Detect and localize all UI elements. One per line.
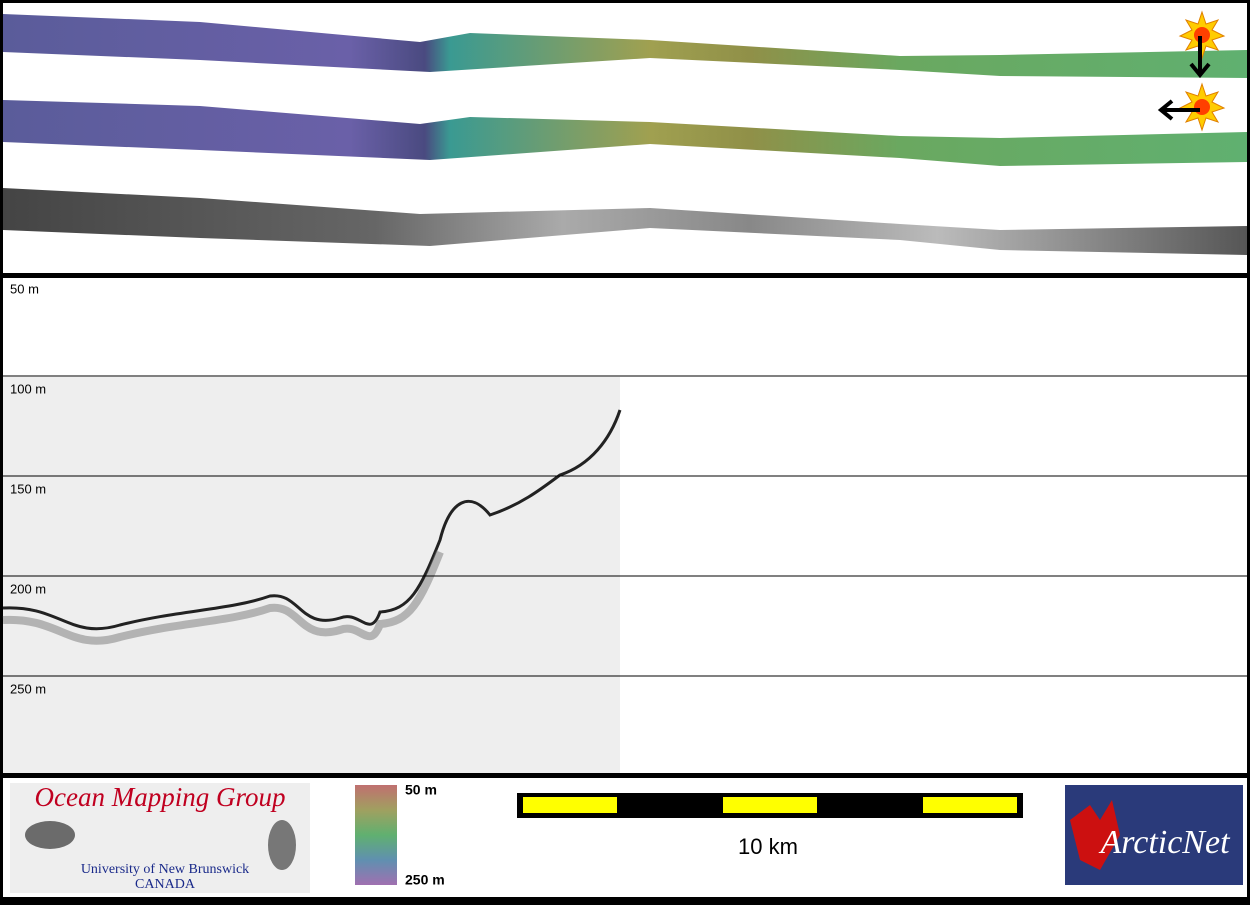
- maple-leaf: [1070, 800, 1120, 870]
- direction-arrow: [1157, 36, 1211, 121]
- bathymetry-swath: [3, 100, 1247, 166]
- scale-segment: [923, 797, 1017, 813]
- echogram: [3, 377, 620, 773]
- depth-label: 250 m: [10, 681, 46, 696]
- seabed-echo-tail: [2, 550, 444, 645]
- colorbar-label: 50 m: [405, 782, 437, 798]
- scale-segment: [523, 797, 617, 813]
- logo-title: Ocean Mapping Group: [35, 782, 286, 812]
- depth-label: 100 m: [10, 381, 46, 396]
- depth-label: 200 m: [10, 581, 46, 596]
- logo-graphic: [268, 820, 296, 870]
- seabed-echo: [2, 409, 622, 631]
- sidescan-swath: [3, 188, 1247, 255]
- bathymetry-swath: [3, 14, 1247, 78]
- depth-label: 150 m: [10, 481, 46, 496]
- logo-country: CANADA: [135, 877, 196, 892]
- scale-segment: [723, 797, 817, 813]
- logo-graphic: [25, 821, 75, 849]
- scale-label: 10 km: [738, 834, 798, 859]
- logo-university: University of New Brunswick: [81, 862, 249, 877]
- colorbar-label: 250 m: [405, 872, 445, 888]
- colorbar: [355, 785, 397, 885]
- depth-label: 50 m: [10, 281, 39, 296]
- arcticnet-text: ArcticNet: [1098, 824, 1231, 861]
